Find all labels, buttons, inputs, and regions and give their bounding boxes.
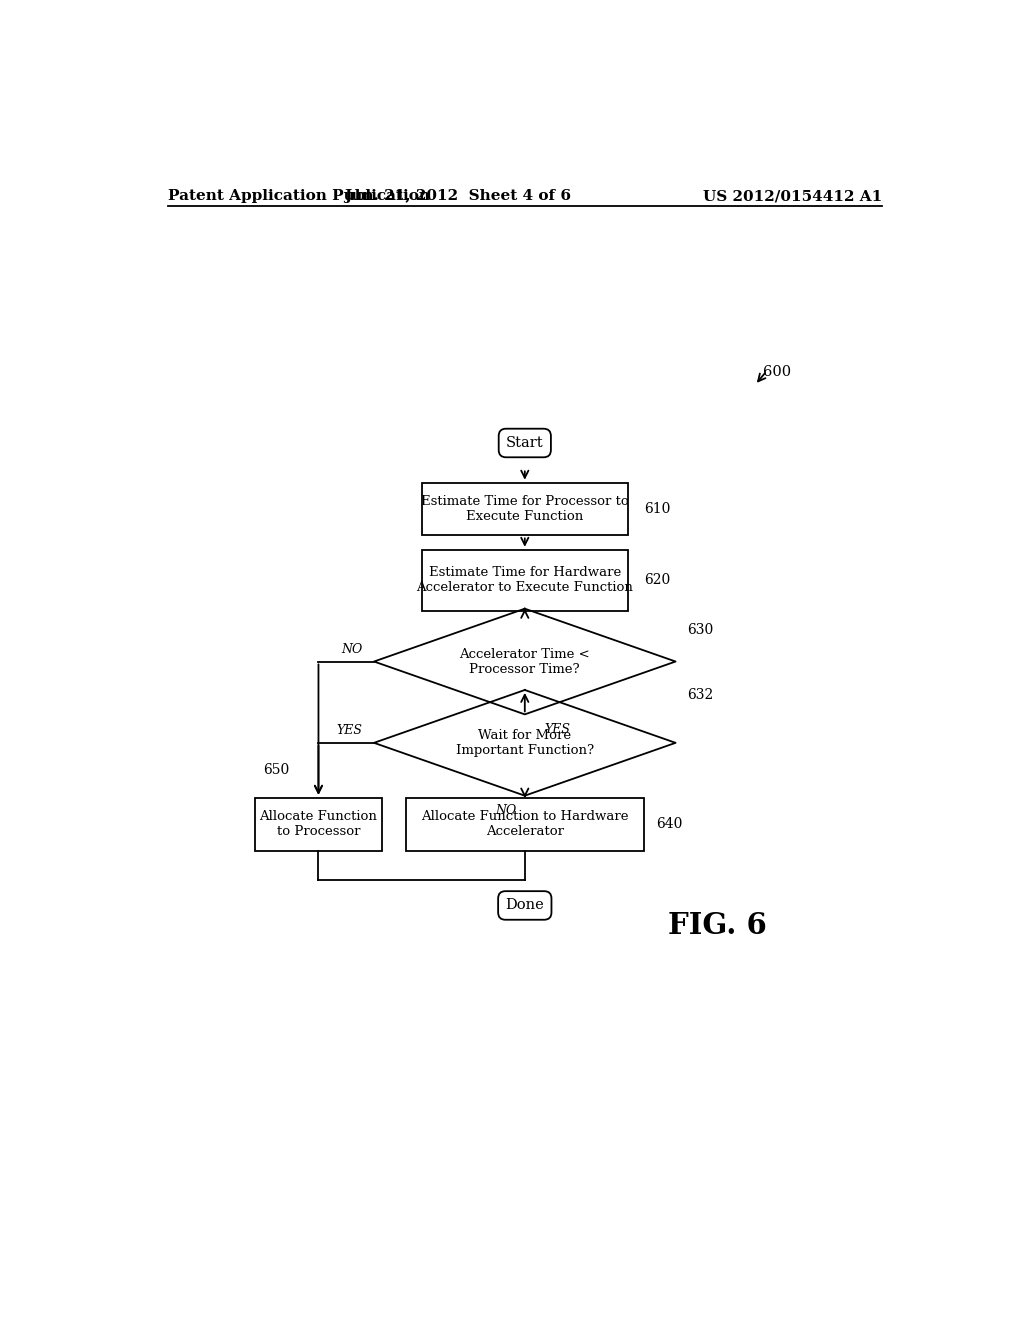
Text: YES: YES: [336, 725, 362, 737]
Text: Accelerator Time <
Processor Time?: Accelerator Time < Processor Time?: [460, 648, 590, 676]
Text: 630: 630: [687, 623, 714, 636]
Text: Start: Start: [506, 436, 544, 450]
Text: 610: 610: [644, 502, 671, 516]
Text: Start: Start: [506, 436, 544, 450]
Text: 640: 640: [655, 817, 682, 832]
Text: 632: 632: [687, 688, 714, 702]
Bar: [255, 797, 382, 850]
Text: Wait for More
Important Function?: Wait for More Important Function?: [456, 729, 594, 756]
Text: Done: Done: [506, 899, 544, 912]
Text: 620: 620: [644, 573, 670, 587]
Bar: [406, 797, 644, 850]
Text: 650: 650: [263, 763, 289, 777]
Text: Allocate Function to Hardware
Accelerator: Allocate Function to Hardware Accelerato…: [421, 810, 629, 838]
Text: Jun. 21, 2012  Sheet 4 of 6: Jun. 21, 2012 Sheet 4 of 6: [344, 189, 570, 203]
Text: US 2012/0154412 A1: US 2012/0154412 A1: [702, 189, 882, 203]
Text: Estimate Time for Hardware
Accelerator to Execute Function: Estimate Time for Hardware Accelerator t…: [417, 566, 633, 594]
Text: NO: NO: [341, 643, 362, 656]
Text: Allocate Function
to Processor: Allocate Function to Processor: [259, 810, 378, 838]
Text: 600: 600: [763, 364, 791, 379]
Text: Estimate Time for Processor to
Execute Function: Estimate Time for Processor to Execute F…: [421, 495, 629, 523]
Text: YES: YES: [545, 722, 570, 735]
Bar: [422, 549, 628, 611]
Text: NO: NO: [496, 804, 517, 817]
Text: Patent Application Publication: Patent Application Publication: [168, 189, 430, 203]
Bar: [422, 483, 628, 536]
Text: FIG. 6: FIG. 6: [668, 911, 767, 940]
